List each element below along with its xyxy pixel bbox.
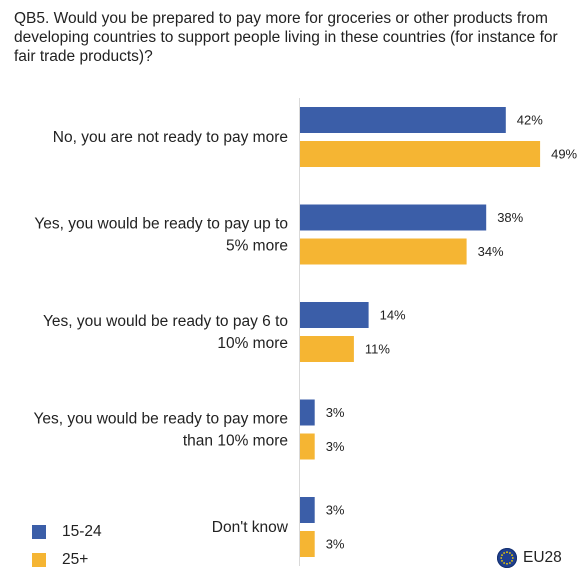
bar-25 <box>300 531 315 557</box>
value-label-25: 11% <box>365 342 390 357</box>
legend: 15-24 25+ <box>32 522 102 578</box>
value-label-25: 49% <box>551 147 577 162</box>
bar-25 <box>300 141 541 167</box>
value-label-15-24: 14% <box>380 308 406 323</box>
bar-15-24 <box>300 302 369 328</box>
legend-label-25-plus: 25+ <box>62 550 89 568</box>
bar-25 <box>300 336 354 362</box>
category-label: Yes, you would be ready to pay 6 to <box>43 313 288 330</box>
bar-15-24 <box>300 497 315 523</box>
category-label: Yes, you would be ready to pay more <box>34 411 288 428</box>
value-label-25: 3% <box>326 537 345 552</box>
bar-15-24 <box>300 107 506 133</box>
eu-flag-icon <box>497 548 517 568</box>
category-label: Yes, you would be ready to pay up to <box>34 216 288 233</box>
legend-item-25-plus: 25+ <box>32 550 102 569</box>
bar-15-24 <box>300 204 487 231</box>
category-label: 5% more <box>226 238 288 255</box>
value-label-25: 34% <box>478 244 504 259</box>
legend-swatch-15-24 <box>32 524 46 539</box>
category-label: Don't know <box>212 519 289 536</box>
category-label: 10% more <box>217 335 288 352</box>
category-label: No, you are not ready to pay more <box>53 129 288 146</box>
value-label-15-24: 3% <box>326 503 345 518</box>
bar-25 <box>300 238 467 265</box>
value-label-15-24: 42% <box>517 113 543 128</box>
legend-label-15-24: 15-24 <box>62 522 102 540</box>
value-label-15-24: 3% <box>326 405 345 420</box>
legend-item-15-24: 15-24 <box>32 522 102 541</box>
category-label: than 10% more <box>183 433 288 450</box>
value-label-25: 3% <box>326 439 345 454</box>
eu28-label: EU28 <box>523 549 562 566</box>
legend-swatch-25-plus <box>32 552 46 567</box>
bar-25 <box>300 433 315 460</box>
value-label-15-24: 38% <box>497 210 523 225</box>
bar-15-24 <box>300 399 315 426</box>
question-text: QB5. Would you be prepared to pay more f… <box>14 10 558 65</box>
eu28-badge: EU28 <box>497 548 562 568</box>
